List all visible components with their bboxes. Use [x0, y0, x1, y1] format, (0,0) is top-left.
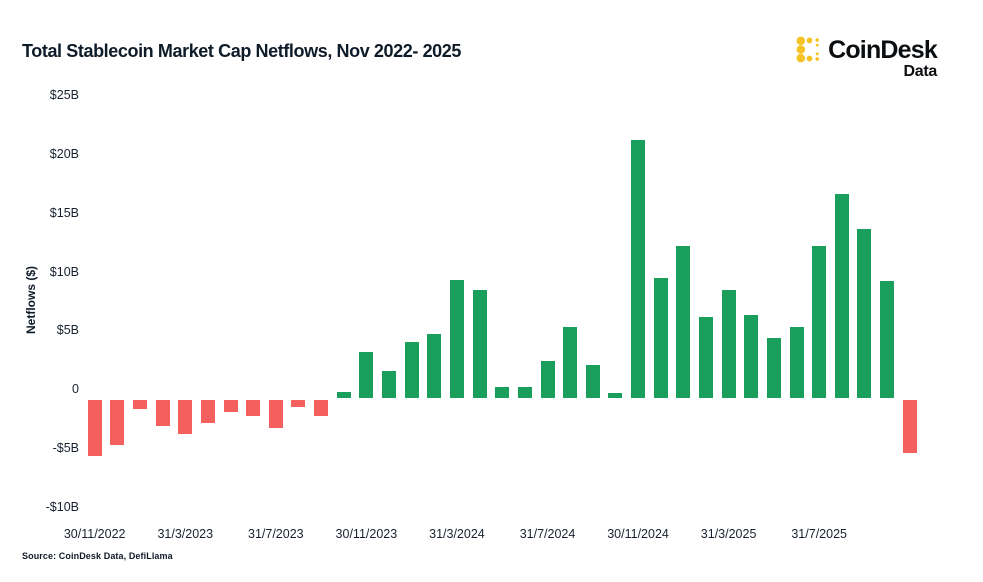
- y-tick-label: $15B: [49, 205, 79, 220]
- bar-negative: [223, 399, 238, 412]
- bar-positive: [336, 391, 351, 398]
- bar-positive: [721, 289, 736, 398]
- x-tick-label: 30/11/2022: [63, 527, 126, 541]
- bar-positive: [449, 280, 464, 398]
- logo-brand-text: CoinDesk: [828, 35, 938, 64]
- x-tick-label: 31/7/2025: [791, 527, 847, 541]
- bar-negative: [132, 399, 147, 410]
- bar-negative: [155, 399, 170, 426]
- logo-data-text: Data: [903, 63, 938, 80]
- bar-negative: [291, 399, 306, 407]
- bar-positive: [608, 393, 623, 398]
- bar-negative: [178, 399, 193, 434]
- bar-positive: [585, 364, 600, 398]
- bar-positive: [427, 334, 442, 398]
- bar-positive: [404, 342, 419, 398]
- bar-positive: [834, 194, 849, 398]
- source-note: Source: CoinDesk Data, DefiLlama: [22, 551, 173, 561]
- x-tick-label: 31/7/2023: [248, 527, 304, 541]
- bar-positive: [789, 327, 804, 398]
- bar-positive: [359, 351, 374, 398]
- bar-positive: [812, 245, 827, 398]
- x-tick-label: 31/3/2025: [700, 527, 757, 541]
- bar-negative: [268, 399, 283, 429]
- coindesk-data-logo: CoinDesk Data: [796, 35, 938, 80]
- bar-positive: [540, 361, 555, 398]
- bar-negative: [902, 399, 917, 453]
- bar-positive: [563, 327, 578, 398]
- bar-positive: [517, 387, 532, 398]
- x-tick-label: 30/11/2024: [607, 527, 669, 541]
- bar-positive: [495, 387, 510, 398]
- x-tick-label: 31/3/2024: [429, 527, 485, 541]
- x-tick-label: 30/11/2023: [335, 527, 398, 541]
- bar-negative: [200, 399, 215, 424]
- y-tick-label: -$5B: [52, 441, 79, 456]
- bar-positive: [766, 337, 781, 398]
- chart-title: Total Stablecoin Market Cap Netflows, No…: [22, 41, 462, 61]
- y-tick-label: $5B: [56, 323, 79, 338]
- bar-negative: [246, 399, 261, 417]
- bar-positive: [472, 289, 487, 398]
- bar-positive: [880, 281, 895, 398]
- bar-positive: [653, 277, 668, 398]
- bar-positive: [631, 140, 646, 398]
- x-tick-label: 31/3/2023: [157, 527, 214, 541]
- bar-positive: [744, 315, 759, 398]
- y-tick-label: $10B: [49, 264, 79, 279]
- y-tick-label: -$10B: [45, 500, 79, 514]
- y-tick-label: 0: [72, 382, 79, 397]
- bar-negative: [110, 399, 125, 445]
- coindesk-dots-icon: [796, 36, 823, 63]
- bar-negative: [314, 399, 329, 417]
- bar-positive: [382, 370, 397, 398]
- y-tick-label: $25B: [49, 88, 79, 103]
- bar-positive: [698, 316, 713, 398]
- bar-negative: [87, 399, 102, 457]
- y-tick-label: $20B: [49, 146, 79, 161]
- bar-positive: [676, 245, 691, 398]
- x-tick-label: 31/7/2024: [519, 527, 576, 541]
- bar-positive: [857, 229, 872, 398]
